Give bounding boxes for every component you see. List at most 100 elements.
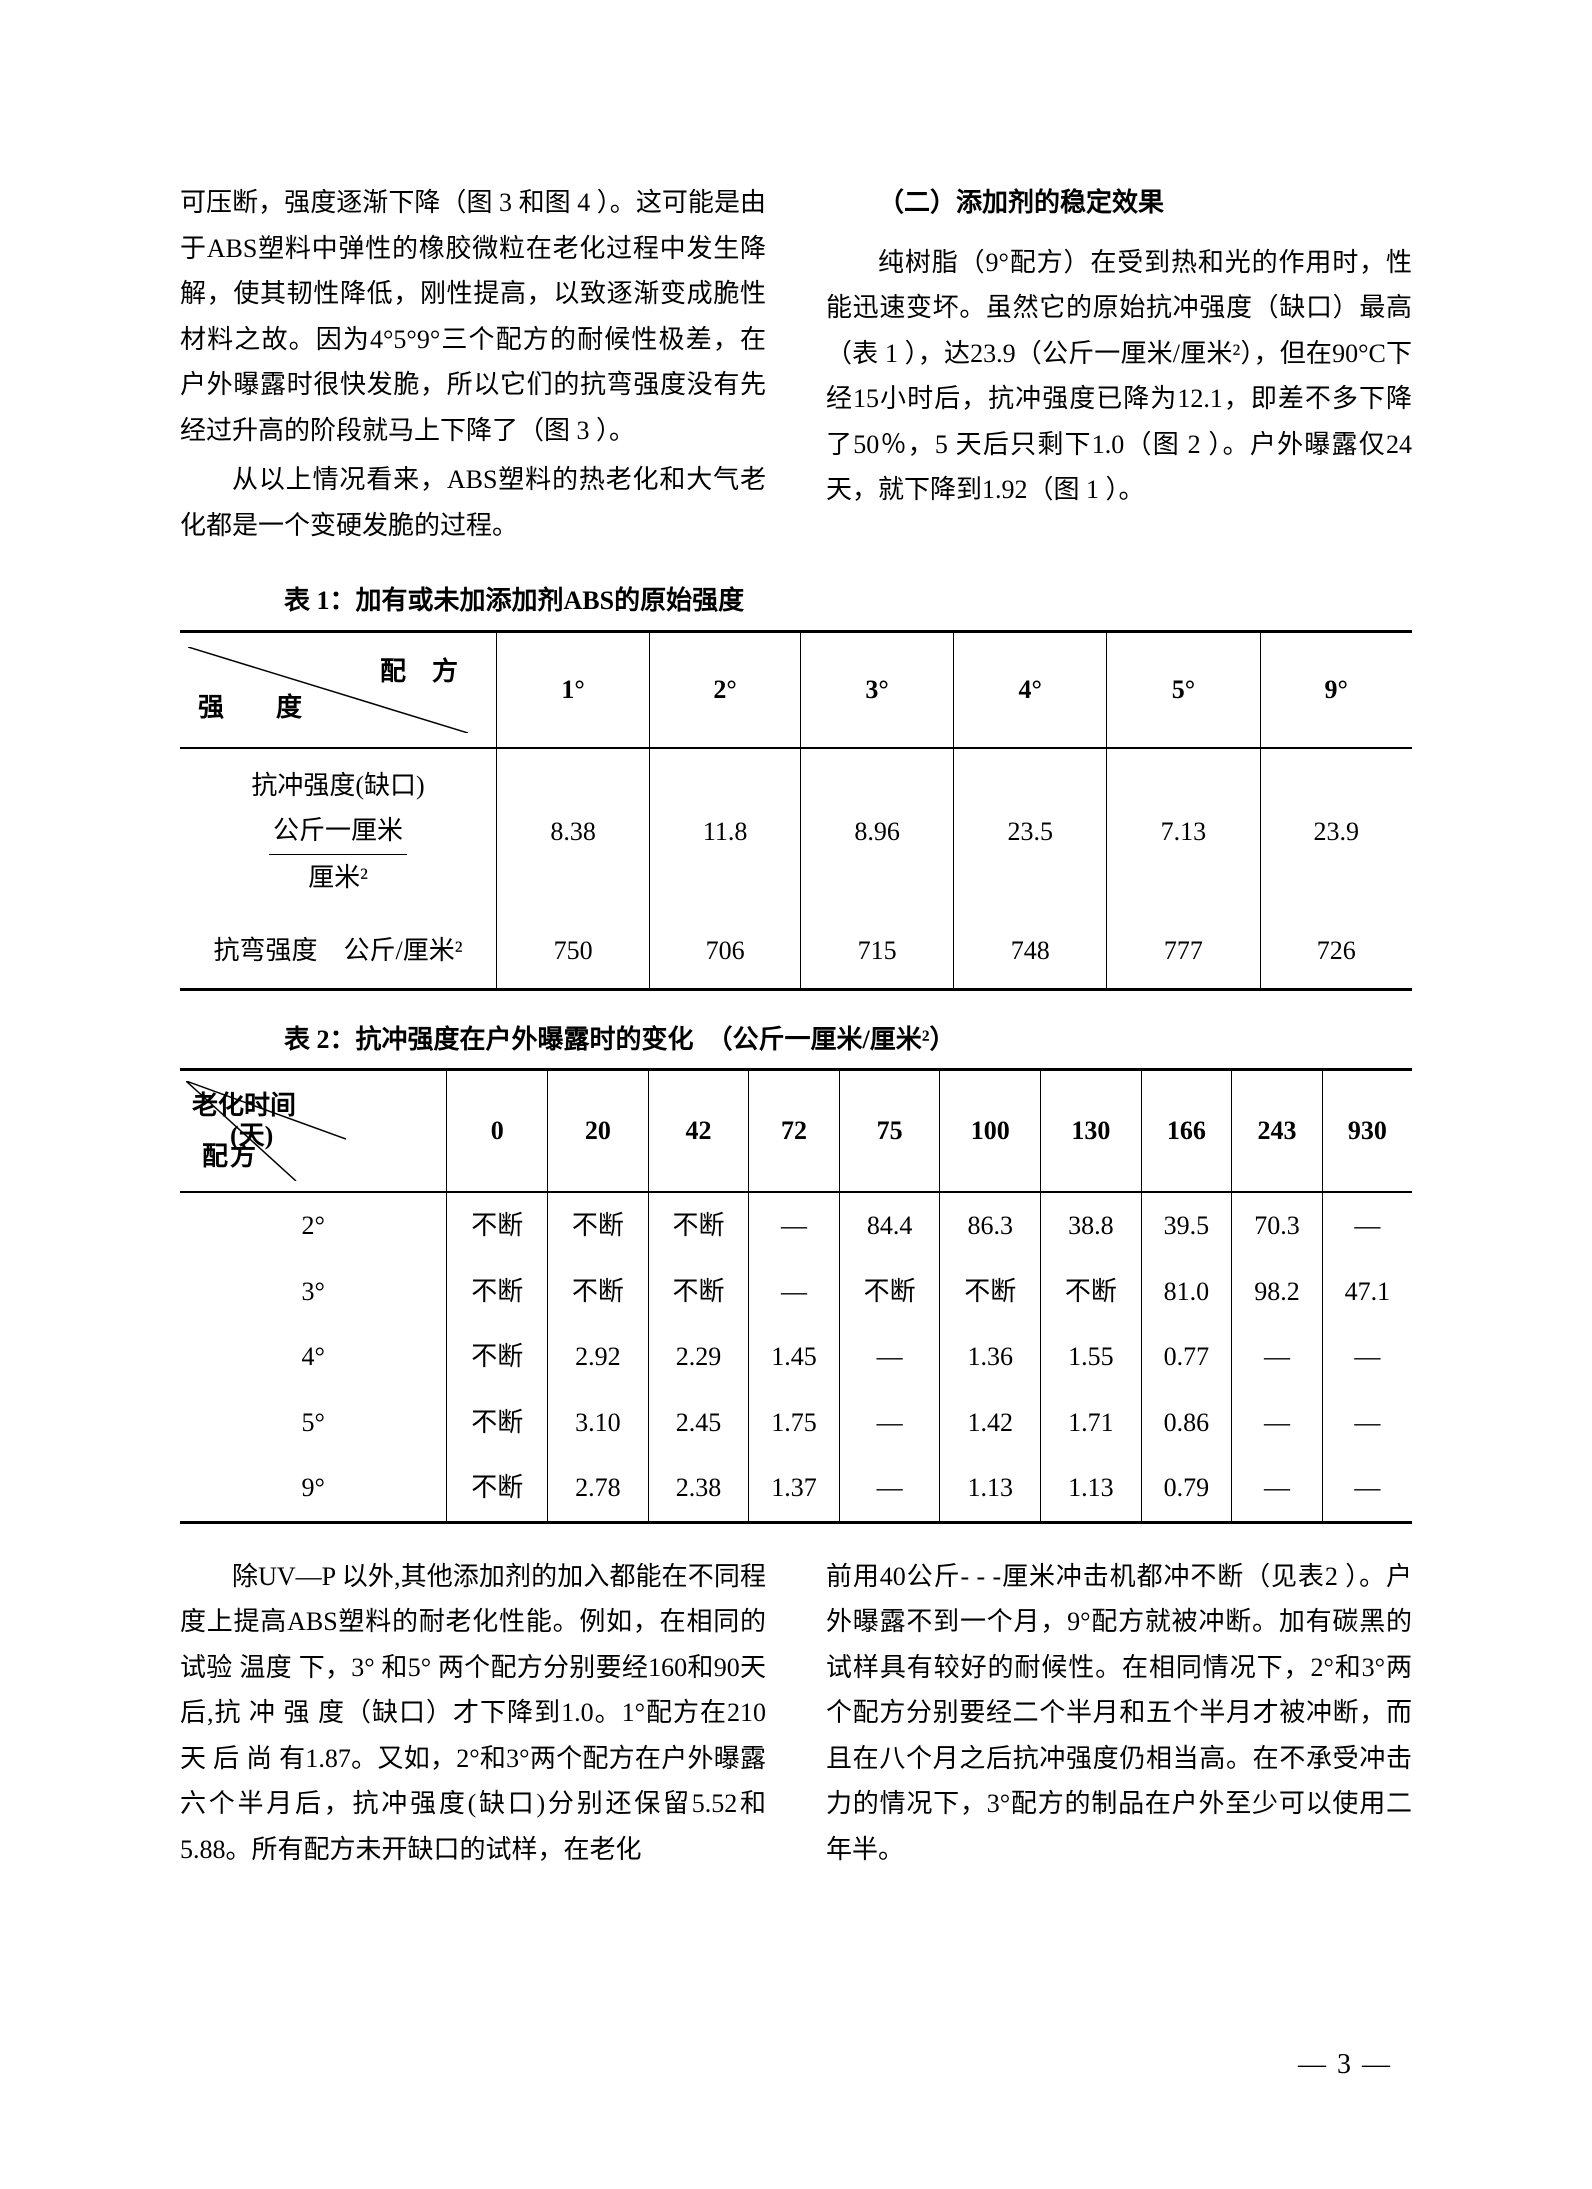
t2-r1-c1: 不断 bbox=[548, 1259, 649, 1325]
t2-r4-c6: 1.13 bbox=[1041, 1455, 1142, 1522]
t1-diag-bottom-label: 强 度 bbox=[198, 685, 302, 731]
t2-r4-label: 9° bbox=[180, 1455, 447, 1522]
t2-col-4: 75 bbox=[839, 1070, 940, 1193]
t2-r2-c4: — bbox=[839, 1324, 940, 1390]
t2-r0-c7: 39.5 bbox=[1141, 1192, 1232, 1259]
t2-r4-c2: 2.38 bbox=[648, 1455, 749, 1522]
table2-row-4: 4° 不断 2.92 2.29 1.45 — 1.36 1.55 0.77 — … bbox=[180, 1324, 1412, 1390]
table2-row-2: 2° 不断 不断 不断 — 84.4 86.3 38.8 39.5 70.3 — bbox=[180, 1192, 1412, 1259]
t2-r4-c3: 1.37 bbox=[749, 1455, 840, 1522]
t2-r2-label: 4° bbox=[180, 1324, 447, 1390]
table2-caption: 表 2：抗冲强度在户外曝露时的变化 （公斤一厘米/厘米²） bbox=[180, 1017, 1412, 1063]
t2-r2-c3: 1.45 bbox=[749, 1324, 840, 1390]
table1-caption: 表 1：加有或未加添加剂ABS的原始强度 bbox=[180, 578, 1412, 624]
upper-columns: 可压断，强度逐渐下降（图 3 和图 4 ）。这可能是由于ABS塑料中弹性的橡胶微… bbox=[180, 180, 1412, 552]
t2-r2-c8: — bbox=[1232, 1324, 1323, 1390]
t2-r0-c4: 84.4 bbox=[839, 1192, 940, 1259]
t2-r3-c1: 3.10 bbox=[548, 1390, 649, 1456]
t2-r0-c3: — bbox=[749, 1192, 840, 1259]
lower-columns: 除UV—P 以外,其他添加剂的加入都能在不同程度上提高ABS塑料的耐老化性能。例… bbox=[180, 1554, 1412, 1877]
t1-col-5: 5° bbox=[1107, 631, 1260, 748]
t1-r1-c5: 7.13 bbox=[1107, 748, 1260, 915]
t2-r1-c4: 不断 bbox=[839, 1259, 940, 1325]
table1-row-bend: 抗弯强度 公斤/厘米² 750 706 715 748 777 726 bbox=[180, 914, 1412, 989]
t1-r1-c4: 23.5 bbox=[954, 748, 1107, 915]
left-paragraph-2: 从以上情况看来，ABS塑料的热老化和大气老化都是一个变硬发脆的过程。 bbox=[180, 457, 766, 548]
t2-col-1: 20 bbox=[548, 1070, 649, 1193]
table2-row-3: 3° 不断 不断 不断 — 不断 不断 不断 81.0 98.2 47.1 bbox=[180, 1259, 1412, 1325]
t1-r2-c3: 715 bbox=[801, 914, 954, 989]
t1-r1-c3: 8.96 bbox=[801, 748, 954, 915]
section-subtitle: （二）添加剂的稳定效果 bbox=[826, 180, 1412, 226]
t2-col-5: 100 bbox=[940, 1070, 1041, 1193]
t2-r4-c0: 不断 bbox=[447, 1455, 548, 1522]
t1-r2-c4: 748 bbox=[954, 914, 1107, 989]
t2-r4-c7: 0.79 bbox=[1141, 1455, 1232, 1522]
t1-col-2: 2° bbox=[650, 631, 801, 748]
table1-header-row: 配 方 强 度 1° 2° 3° 4° 5° 9° bbox=[180, 631, 1412, 748]
lower-right-column: 前用40公斤- - -厘米冲击机都冲不断（见表2 ）。户外曝露不到一个月，9°配… bbox=[826, 1554, 1412, 1877]
t1-r1-c6: 23.9 bbox=[1260, 748, 1412, 915]
page: 可压断，强度逐渐下降（图 3 和图 4 ）。这可能是由于ABS塑料中弹性的橡胶微… bbox=[0, 0, 1592, 2189]
t2-diag-mid: 配 bbox=[202, 1134, 228, 1180]
t2-r3-c0: 不断 bbox=[447, 1390, 548, 1456]
table2-diagonal-header: 老化时间 (天) 配 方 bbox=[180, 1070, 447, 1193]
t1-r2-c2: 706 bbox=[650, 914, 801, 989]
t2-r3-c5: 1.42 bbox=[940, 1390, 1041, 1456]
t2-r2-c7: 0.77 bbox=[1141, 1324, 1232, 1390]
t2-r4-c9: — bbox=[1322, 1455, 1412, 1522]
t2-r0-c6: 38.8 bbox=[1041, 1192, 1142, 1259]
t2-r3-c4: — bbox=[839, 1390, 940, 1456]
table2-row-5: 5° 不断 3.10 2.45 1.75 — 1.42 1.71 0.86 — … bbox=[180, 1390, 1412, 1456]
t2-r0-c2: 不断 bbox=[648, 1192, 749, 1259]
t1-col-6: 9° bbox=[1260, 631, 1412, 748]
upper-left-column: 可压断，强度逐渐下降（图 3 和图 4 ）。这可能是由于ABS塑料中弹性的橡胶微… bbox=[180, 180, 766, 552]
t2-r1-c3: — bbox=[749, 1259, 840, 1325]
t2-r0-c5: 86.3 bbox=[940, 1192, 1041, 1259]
t1-r2-c5: 777 bbox=[1107, 914, 1260, 989]
table1: 配 方 强 度 1° 2° 3° 4° 5° 9° 抗冲强度(缺口) 公斤一厘米厘… bbox=[180, 630, 1412, 991]
t2-r0-c9: — bbox=[1322, 1192, 1412, 1259]
t2-r3-c2: 2.45 bbox=[648, 1390, 749, 1456]
t1-diag-top-label: 配 方 bbox=[380, 649, 458, 695]
t2-r3-c6: 1.71 bbox=[1041, 1390, 1142, 1456]
t1-row1-frac-den: 厘米² bbox=[269, 855, 407, 901]
table2-row-9: 9° 不断 2.78 2.38 1.37 — 1.13 1.13 0.79 — … bbox=[180, 1455, 1412, 1522]
t2-r1-c0: 不断 bbox=[447, 1259, 548, 1325]
t2-r2-c1: 2.92 bbox=[548, 1324, 649, 1390]
t2-r1-c5: 不断 bbox=[940, 1259, 1041, 1325]
t2-col-8: 243 bbox=[1232, 1070, 1323, 1193]
t1-r1-c2: 11.8 bbox=[650, 748, 801, 915]
t2-r1-label: 3° bbox=[180, 1259, 447, 1325]
t2-r4-c8: — bbox=[1232, 1455, 1323, 1522]
t2-col-7: 166 bbox=[1141, 1070, 1232, 1193]
table1-row-impact: 抗冲强度(缺口) 公斤一厘米厘米² 8.38 11.8 8.96 23.5 7.1… bbox=[180, 748, 1412, 915]
t2-r2-c0: 不断 bbox=[447, 1324, 548, 1390]
t1-row1-frac-num: 公斤一厘米 bbox=[269, 808, 407, 855]
t1-row1-label: 抗冲强度(缺口) 公斤一厘米厘米² bbox=[180, 748, 497, 915]
t2-r3-label: 5° bbox=[180, 1390, 447, 1456]
t2-r3-c7: 0.86 bbox=[1141, 1390, 1232, 1456]
t2-r1-c9: 47.1 bbox=[1322, 1259, 1412, 1325]
t2-r2-c5: 1.36 bbox=[940, 1324, 1041, 1390]
t2-r2-c2: 2.29 bbox=[648, 1324, 749, 1390]
t2-r3-c9: — bbox=[1322, 1390, 1412, 1456]
t1-row2-label: 抗弯强度 公斤/厘米² bbox=[180, 914, 497, 989]
lower-right-paragraph: 前用40公斤- - -厘米冲击机都冲不断（见表2 ）。户外曝露不到一个月，9°配… bbox=[826, 1554, 1412, 1873]
t2-r1-c8: 98.2 bbox=[1232, 1259, 1323, 1325]
left-paragraph-1: 可压断，强度逐渐下降（图 3 和图 4 ）。这可能是由于ABS塑料中弹性的橡胶微… bbox=[180, 180, 766, 453]
t1-row1-label-prefix: 抗冲强度(缺口) bbox=[251, 771, 424, 800]
right-paragraph-1: 纯树脂（9°配方）在受到热和光的作用时，性能迅速变坏。虽然它的原始抗冲强度（缺口… bbox=[826, 240, 1412, 513]
t2-col-0: 0 bbox=[447, 1070, 548, 1193]
t1-r2-c1: 750 bbox=[497, 914, 650, 989]
t2-r4-c1: 2.78 bbox=[548, 1455, 649, 1522]
table2: 老化时间 (天) 配 方 0 20 42 72 75 100 130 166 2… bbox=[180, 1068, 1412, 1524]
t2-r2-c9: — bbox=[1322, 1324, 1412, 1390]
t2-r1-c6: 不断 bbox=[1041, 1259, 1142, 1325]
table2-header-row: 老化时间 (天) 配 方 0 20 42 72 75 100 130 166 2… bbox=[180, 1070, 1412, 1193]
t2-r3-c3: 1.75 bbox=[749, 1390, 840, 1456]
t2-r0-c0: 不断 bbox=[447, 1192, 548, 1259]
t1-r1-c1: 8.38 bbox=[497, 748, 650, 915]
t1-r2-c6: 726 bbox=[1260, 914, 1412, 989]
t2-col-6: 130 bbox=[1041, 1070, 1142, 1193]
